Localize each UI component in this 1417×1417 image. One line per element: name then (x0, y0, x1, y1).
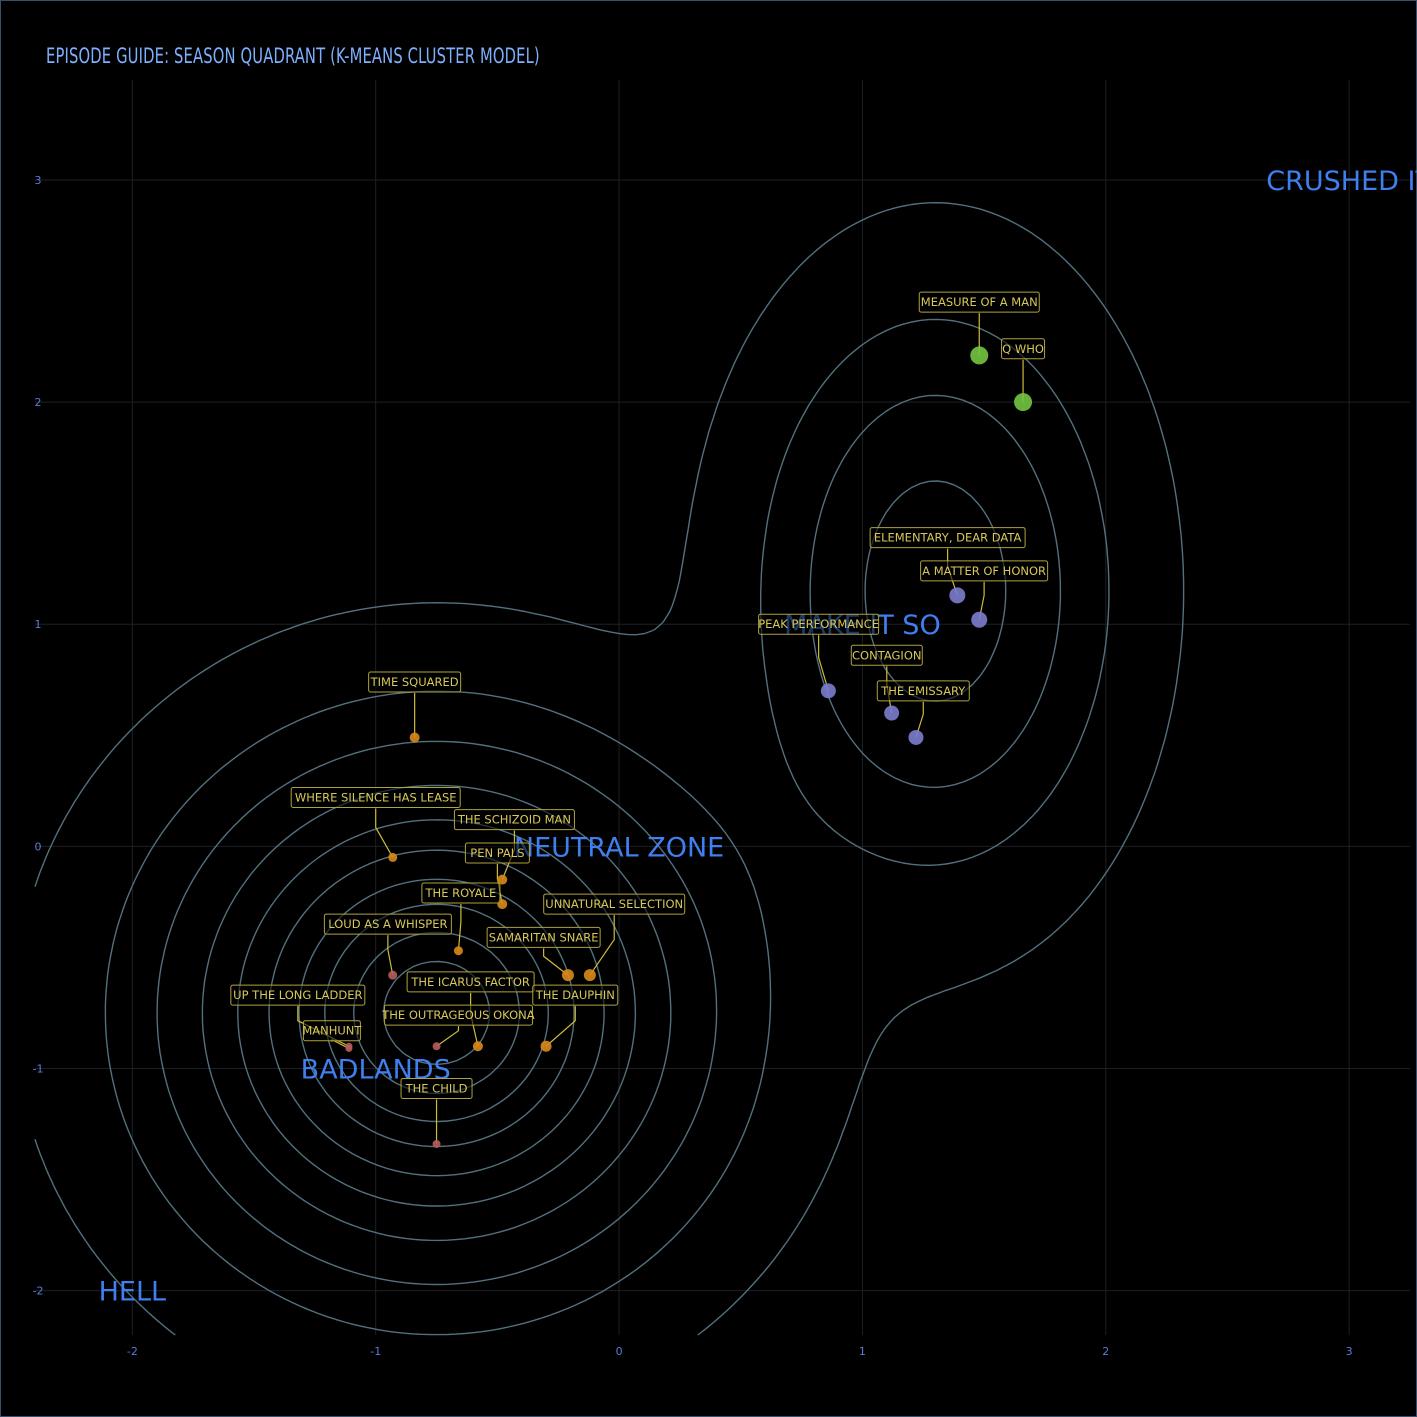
y-tick-label: -1 (33, 1062, 44, 1075)
density-contour (237, 819, 637, 1207)
episode-label: ELEMENTARY, DEAR DATA (874, 531, 1022, 545)
x-tick-label: -2 (127, 1345, 138, 1358)
y-tick-label: 3 (35, 174, 42, 187)
label-leader (387, 935, 394, 976)
y-tick-label: 0 (35, 840, 42, 853)
x-tick-label: 1 (859, 1345, 866, 1358)
episode-label-box (876, 680, 970, 702)
episode-point (561, 969, 574, 982)
episode-label-box (302, 1020, 361, 1042)
label-leader (978, 581, 985, 620)
episode-label-box (532, 984, 619, 1006)
episode-label: THE EMISSARY (880, 684, 966, 698)
y-tick-label: 1 (35, 618, 42, 631)
density-contour (156, 394, 1062, 1286)
episode-label-box (869, 527, 1026, 549)
episode-label: MANHUNT (302, 1024, 362, 1038)
episode-label-box (406, 971, 535, 993)
episode-point (1014, 393, 1033, 412)
episode-label: PEN PALS (470, 846, 524, 860)
episode-label: WHERE SILENCE HAS LEASE (295, 790, 457, 804)
episode-point (388, 970, 398, 980)
episode-point (820, 683, 836, 699)
zone-label: NEUTRAL ZONE (514, 832, 724, 863)
label-leader (545, 1006, 576, 1047)
episode-label-box (918, 291, 1040, 313)
episode-label-box (368, 671, 462, 693)
episode-point (949, 587, 966, 604)
episode-point (345, 1044, 353, 1052)
axis-ticks: -2 -1 0 1 2 3 -2 -1 0 1 2 3 (33, 174, 1353, 1358)
label-leader (543, 948, 569, 976)
label-leader (915, 701, 924, 738)
episode-label: MEASURE OF A MAN (921, 295, 1038, 309)
x-tick-label: 3 (1346, 1345, 1353, 1358)
episode-point (583, 969, 596, 982)
episode-label: CONTAGION (852, 648, 921, 662)
episode-label: THE OUTRAGEOUS OKONA (381, 1008, 534, 1022)
zone-label: CRUSHED IT (1266, 166, 1417, 197)
episode-label-box (1001, 338, 1046, 360)
episode-label: PEAK PERFORMANCE (758, 617, 879, 631)
episode-point (908, 729, 924, 745)
episode-label: LOUD AS A WHISPER (328, 917, 447, 931)
episode-label: THE DAUPHIN (535, 988, 615, 1002)
episode-label-box (400, 1077, 473, 1099)
episode-point (540, 1040, 552, 1052)
episode-label-box (850, 644, 923, 666)
episode-label-box (464, 842, 530, 864)
density-contour (34, 202, 1185, 1336)
episode-point (453, 946, 463, 956)
density-contours (34, 202, 1185, 1336)
episode-label-box (543, 893, 686, 915)
label-leaders (297, 313, 1024, 1144)
episode-label: THE CHILD (405, 1081, 468, 1095)
gridlines (35, 80, 1410, 1335)
episode-point (970, 346, 989, 365)
episode-label: A MATTER OF HONOR (922, 564, 1046, 578)
episode-point (388, 852, 398, 862)
episode-point (497, 874, 508, 885)
episode-label: UP THE LONG LADDER (233, 988, 362, 1002)
x-tick-label: -1 (370, 1345, 381, 1358)
episode-label: THE SCHIZOID MAN (457, 813, 571, 827)
episode-point (971, 611, 988, 628)
episode-label-box (230, 984, 366, 1006)
episode-label-box (323, 913, 452, 935)
episode-label-box (290, 786, 461, 808)
chart-title: EPISODE GUIDE: SEASON QUADRANT (K-MEANS … (46, 44, 540, 68)
label-leader (436, 1026, 460, 1047)
x-tick-label: 0 (616, 1345, 623, 1358)
episode-label: THE ICARUS FACTOR (410, 975, 530, 989)
episode-label: THE ROYALE (425, 886, 497, 900)
episode-label-box (758, 613, 880, 635)
episode-label: UNNATURAL SELECTION (545, 897, 683, 911)
episode-point (432, 1042, 441, 1051)
episode-point (409, 732, 420, 743)
label-leader (818, 635, 829, 692)
y-tick-label: -2 (33, 1285, 44, 1298)
x-tick-label: 2 (1102, 1345, 1109, 1358)
episode-label-box (486, 926, 601, 948)
label-leader (589, 915, 615, 976)
episode-points (345, 346, 1033, 1148)
episode-labels: MEASURE OF A MAN Q WHO ELEMENTARY, DEAR DA… (230, 291, 1049, 1099)
y-tick-label: 2 (35, 396, 42, 409)
episode-point (884, 705, 900, 721)
label-leader (457, 903, 462, 951)
episode-label: TIME SQUARED (370, 675, 459, 689)
episode-label-box (383, 1004, 533, 1026)
episode-label-box (453, 809, 575, 831)
density-contour (104, 318, 1110, 1336)
label-leader (375, 808, 394, 858)
zone-label: HELL (99, 1277, 166, 1308)
episode-label-box (920, 560, 1049, 582)
episode-point (432, 1139, 441, 1148)
episode-label: SAMARITAN SNARE (489, 930, 599, 944)
episode-point (472, 1041, 483, 1052)
episode-label-box (421, 882, 501, 904)
episode-label: Q WHO (1002, 342, 1044, 356)
